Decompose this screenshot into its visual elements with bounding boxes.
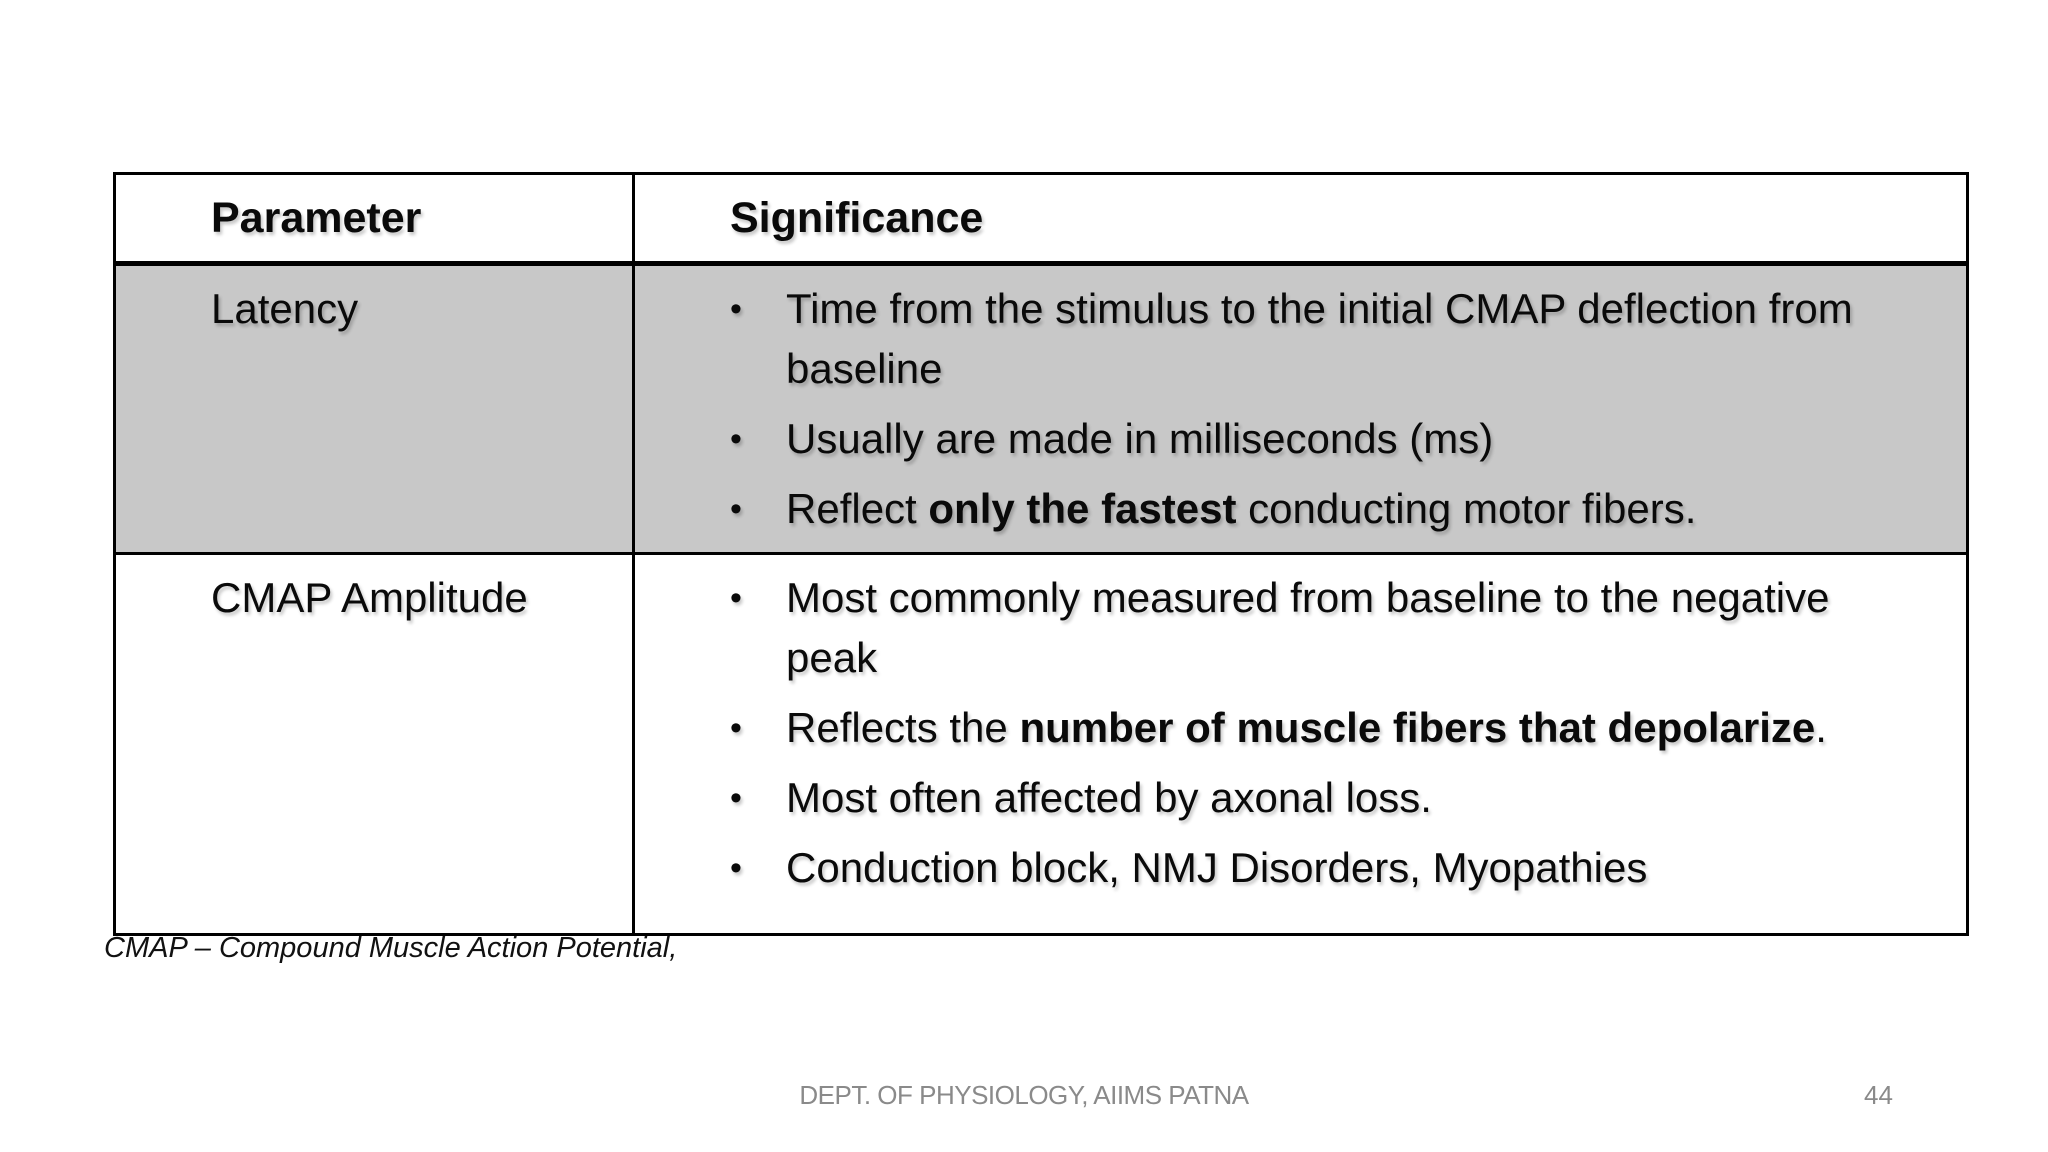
bullet-text: Usually are made in milliseconds (ms)	[786, 409, 1930, 469]
header-cell-significance: Significance	[730, 193, 984, 242]
table-header-row: Parameter Significance	[116, 175, 1966, 266]
bullet-item: • Conduction block, NMJ Disorders, Myopat…	[730, 838, 1930, 898]
bullet-item: • Time from the stimulus to the initial C…	[730, 279, 1930, 399]
significance-cell: • Time from the stimulus to the initial C…	[635, 266, 1966, 552]
text-segment: Reflect	[786, 485, 929, 532]
text-segment: Most often affected by axonal loss.	[786, 774, 1432, 821]
bullet-icon: •	[730, 290, 742, 328]
bullet-text: Conduction block, NMJ Disorders, Myopath…	[786, 838, 1930, 898]
table-row: Latency • Time from the stimulus to the in…	[116, 266, 1966, 552]
bullet-icon: •	[730, 849, 742, 887]
text-segment: Reflects the	[786, 704, 1020, 751]
bullet-item: • Reflect only the fastest conducting mot…	[730, 479, 1930, 539]
table-body: Latency • Time from the stimulus to the in…	[116, 266, 1966, 933]
bullet-icon: •	[730, 490, 742, 528]
significance-cell: • Most commonly measured from baseline to…	[635, 555, 1966, 933]
bold-text-segment: number of muscle fibers that depolarize	[1019, 704, 1816, 751]
text-segment: Usually are made in milliseconds (ms)	[786, 415, 1494, 462]
text-segment: Conduction block, NMJ Disorders, Myopath…	[786, 844, 1648, 891]
bullet-text: Most commonly measured from baseline to …	[786, 568, 1930, 688]
bullet-item: • Most commonly measured from baseline to…	[730, 568, 1930, 688]
text-segment: Time from the stimulus to the initial CM…	[786, 285, 1853, 392]
parameter-cell: CMAP Amplitude	[116, 555, 635, 933]
bullet-icon: •	[730, 779, 742, 817]
bullet-icon: •	[730, 420, 742, 458]
parameter-cell: Latency	[116, 266, 635, 552]
bullet-text: Reflect only the fastest conducting moto…	[786, 479, 1930, 539]
parameter-significance-table: Parameter Significance Latency • Time from…	[113, 172, 1969, 936]
bullet-icon: •	[730, 579, 742, 617]
text-segment: Most commonly measured from baseline to …	[786, 574, 1830, 681]
table-row: CMAP Amplitude • Most commonly measured fr…	[116, 552, 1966, 933]
bold-text-segment: only the fastest	[928, 485, 1237, 532]
bullet-text: Time from the stimulus to the initial CM…	[786, 279, 1930, 399]
text-segment: conducting motor fibers.	[1236, 485, 1697, 532]
footnote: CMAP – Compound Muscle Action Potential,	[104, 932, 678, 964]
page-number: 44	[1864, 1080, 1893, 1110]
footer-department-text: DEPT. OF PHYSIOLOGY, AIIMS PATNA	[799, 1080, 1249, 1110]
bullet-item: • Reflects the number of muscle fibers th…	[730, 698, 1930, 758]
bullet-item: • Usually are made in milliseconds (ms)	[730, 409, 1930, 469]
header-cell-parameter: Parameter	[116, 175, 635, 261]
bullet-icon: •	[730, 709, 742, 747]
text-segment: .	[1815, 704, 1827, 751]
bullet-text: Reflects the number of muscle fibers tha…	[786, 698, 1930, 758]
bullet-item: • Most often affected by axonal loss.	[730, 768, 1930, 828]
bullet-text: Most often affected by axonal loss.	[786, 768, 1930, 828]
